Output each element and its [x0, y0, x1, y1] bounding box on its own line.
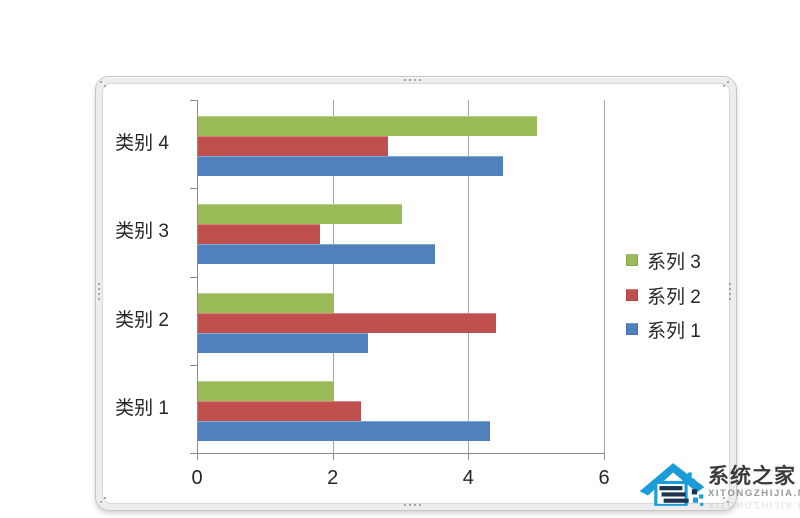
bar-series1-category1[interactable]	[198, 421, 490, 441]
y-axis-category-label-4: 类别 4	[115, 133, 169, 154]
legend-label: 系列 2	[647, 286, 701, 308]
x-axis-tick-0	[197, 453, 198, 460]
plot-area[interactable]	[197, 100, 605, 454]
chart-object[interactable]: 系列 3 系列 2 系列 1 0 2 4 6 类别 4 类别 3 类别 2 类别 1	[95, 76, 737, 511]
legend-label: 系列 1	[647, 320, 701, 342]
legend-swatch	[626, 289, 638, 301]
x-axis-tick-2	[333, 453, 334, 460]
bar-series1-category3[interactable]	[198, 244, 435, 264]
y-axis-category-label-3: 类别 3	[115, 221, 169, 242]
watermark-brand-text: 系统之家	[708, 465, 796, 488]
gridline-6	[604, 100, 605, 453]
resize-handle-top-middle[interactable]	[404, 79, 421, 81]
bar-series3-category2[interactable]	[198, 293, 334, 313]
y-axis-tick	[190, 277, 197, 278]
legend-item-系列3[interactable]: 系列 3	[626, 247, 701, 273]
x-axis-tick-6	[604, 453, 605, 460]
resize-handle-right-middle[interactable]	[729, 283, 731, 300]
bar-series2-category4[interactable]	[198, 136, 388, 156]
x-axis-label-2: 2	[327, 467, 339, 489]
x-axis-tick-4	[468, 453, 469, 460]
bar-series2-category2[interactable]	[198, 313, 496, 333]
bar-chart: 系列 3 系列 2 系列 1 0 2 4 6 类别 4 类别 3 类别 2 类别 1	[96, 77, 736, 510]
y-axis-tick	[190, 365, 197, 366]
bar-series1-category4[interactable]	[198, 156, 503, 176]
legend-item-系列1[interactable]: 系列 1	[626, 316, 701, 342]
x-axis-label-4: 4	[462, 467, 474, 489]
bar-series2-category3[interactable]	[198, 224, 320, 244]
resize-handle-bottom-middle[interactable]	[404, 504, 421, 506]
legend-label: 系列 3	[647, 251, 701, 273]
gridline-4	[468, 100, 469, 453]
watermark-site-reflection: XITONGZHIJIA.NET	[708, 499, 800, 510]
bar-series3-category4[interactable]	[198, 116, 537, 136]
x-axis-label-0: 0	[191, 467, 203, 489]
xitongzhijia-logo-icon	[639, 463, 705, 506]
legend-swatch	[626, 254, 638, 266]
x-axis-label-6: 6	[598, 467, 610, 489]
y-axis-tick	[190, 188, 197, 189]
resize-handle-bottom-left[interactable]	[100, 497, 108, 505]
resize-handle-bottom-right[interactable]	[723, 497, 731, 505]
legend-item-系列2[interactable]: 系列 2	[626, 282, 701, 308]
resize-handle-top-left[interactable]	[100, 81, 108, 89]
xitongzhijia-watermark: 系统之家 XITONGZHIJIA.NET XITONGZHIJIA.NET	[638, 460, 800, 518]
legend-swatch	[626, 323, 638, 335]
resize-handle-left-middle[interactable]	[98, 283, 100, 300]
watermark-site-text: XITONGZHIJIA.NET	[708, 488, 800, 499]
y-axis-tick	[190, 100, 197, 101]
y-axis-tick	[190, 453, 197, 454]
chart-legend[interactable]: 系列 3 系列 2 系列 1	[626, 77, 731, 510]
bar-series3-category3[interactable]	[198, 204, 402, 224]
resize-handle-top-right[interactable]	[723, 81, 731, 89]
bar-series2-category1[interactable]	[198, 401, 361, 421]
bar-series1-category2[interactable]	[198, 333, 368, 353]
bar-series3-category1[interactable]	[198, 381, 334, 401]
y-axis-category-label-2: 类别 2	[115, 310, 169, 331]
y-axis-category-label-1: 类别 1	[115, 398, 169, 419]
gridline-2	[333, 100, 334, 453]
